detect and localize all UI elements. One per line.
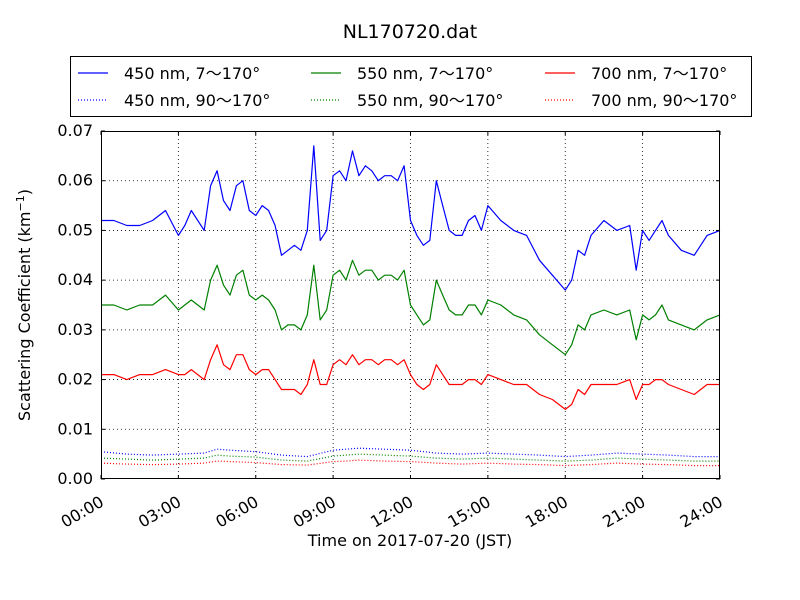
y-tick-label: 0.05 [57,220,93,239]
x-tick-label: 12:00 [367,492,416,532]
y-tick-label: 0.07 [57,121,93,140]
x-axis-label: Time on 2017-07-20 (JST) [307,531,512,550]
y-axis-label: Scattering Coefficient (km−1) [14,189,34,421]
y-tick-label: 0.04 [57,270,93,289]
y-tick-label: 0.03 [57,320,93,339]
x-tick-label: 06:00 [212,492,261,532]
series-line-2 [101,344,720,410]
x-tick-label: 15:00 [444,492,493,532]
x-tick-label: 18:00 [522,492,571,532]
x-tick-label: 00:00 [58,492,107,532]
series-line-1 [101,259,721,356]
y-tick-label: 0.06 [57,171,93,190]
legend: 450 nm, 7～170° 550 nm, 7～170° 700 nm, 7～17… [78,64,737,110]
legend-box [70,56,752,117]
legend-label-4: 550 nm, 90～170° [357,91,503,110]
legend-label-0: 450 nm, 7～170° [124,64,260,83]
series-line-3 [100,447,720,458]
x-tick-label: 03:00 [135,492,184,532]
series-line-0 [101,145,721,291]
y-axis-label-main: Scattering Coefficient (km [15,211,34,421]
y-tick-label: 0.01 [57,419,93,438]
y-tick-label: 0.00 [57,469,93,488]
series-layer [100,145,721,467]
series-line-5 [100,459,720,467]
x-tick-label: 21:00 [599,492,648,532]
chart-title: NL170720.dat [343,21,478,43]
legend-label-5: 700 nm, 90～170° [591,91,737,110]
legend-label-3: 450 nm, 90～170° [124,91,270,110]
y-tick-label: 0.02 [57,370,93,389]
y-axis-label-close: ) [15,189,34,195]
legend-label-1: 550 nm, 7～170° [357,64,493,83]
x-tick-label: 24:00 [677,492,726,532]
legend-label-2: 700 nm, 7～170° [591,64,727,83]
x-tick-label: 09:00 [290,492,339,532]
y-axis-label-sup: −1 [14,195,27,211]
